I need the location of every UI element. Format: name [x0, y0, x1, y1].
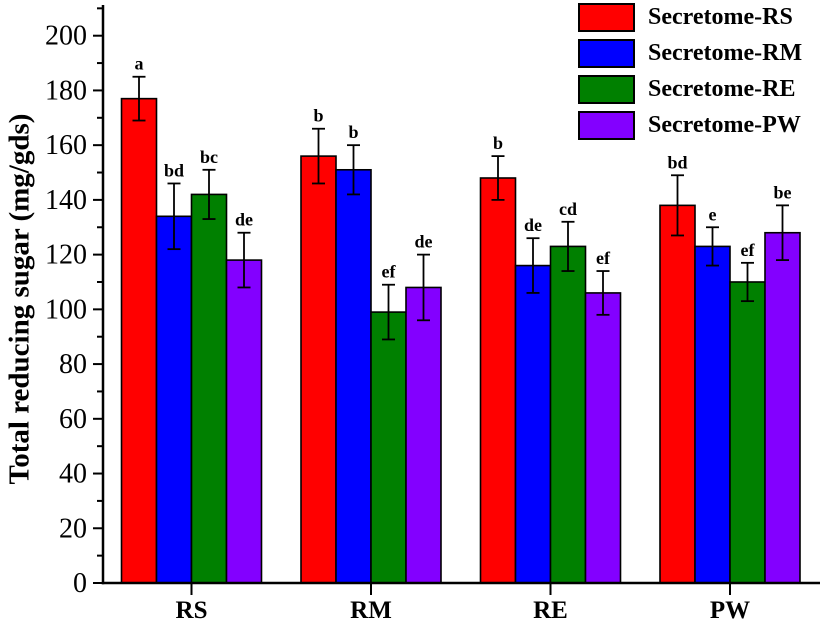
legend: Secretome-RS Secretome-RM Secretome-RE S…	[578, 3, 802, 147]
significance-letter: b	[348, 122, 358, 142]
bar-secretome-re-rm	[370, 311, 407, 584]
significance-letter: ef	[596, 248, 611, 268]
bar-secretome-rs-re	[479, 177, 517, 584]
legend-swatch-red-icon	[578, 3, 635, 32]
legend-label: Secretome-RS	[648, 4, 793, 30]
y-tick-label: 0	[73, 568, 87, 599]
significance-letter: ef	[382, 262, 397, 282]
legend-swatch-purple-icon	[578, 111, 635, 140]
legend-entry-secretome-rm: Secretome-RM	[578, 39, 802, 68]
significance-letter: bd	[667, 152, 687, 172]
bar-secretome-rs-rm	[300, 155, 337, 584]
bar-secretome-rs-rs	[120, 97, 158, 584]
bar-secretome-pw-rs	[225, 259, 263, 584]
y-tick-label: 140	[45, 185, 87, 216]
legend-label: Secretome-RE	[648, 76, 796, 102]
significance-letter: de	[524, 215, 542, 235]
bar-secretome-rm-rm	[335, 168, 372, 584]
significance-letter: b	[493, 133, 503, 153]
y-tick-label: 60	[59, 404, 87, 435]
legend-label: Secretome-PW	[648, 112, 801, 138]
legend-entry-secretome-re: Secretome-RE	[578, 75, 802, 104]
y-tick-label: 120	[45, 240, 87, 271]
significance-letter: bd	[164, 160, 184, 180]
significance-letter: a	[135, 54, 144, 74]
bar-secretome-re-pw	[729, 281, 766, 584]
bar-secretome-rm-re	[514, 264, 552, 584]
x-category-label: RE	[533, 597, 568, 624]
significance-letter: ef	[741, 240, 756, 260]
y-tick-label: 100	[45, 294, 87, 325]
significance-letter: e	[709, 204, 717, 224]
legend-swatch-green-icon	[578, 75, 635, 104]
significance-letter: de	[415, 232, 433, 252]
bar-secretome-re-re	[549, 245, 587, 584]
significance-letter: cd	[559, 199, 577, 219]
y-tick-label: 20	[59, 513, 87, 544]
bar-secretome-rm-pw	[694, 245, 731, 584]
legend-entry-secretome-pw: Secretome-PW	[578, 111, 802, 140]
legend-entry-secretome-rs: Secretome-RS	[578, 3, 802, 32]
x-category-label: RM	[350, 597, 392, 624]
bar-secretome-re-rs	[190, 193, 228, 584]
significance-letter: de	[235, 210, 253, 230]
bar-secretome-pw-re	[584, 292, 622, 584]
x-category-label: PW	[710, 597, 750, 624]
x-category-label: RS	[176, 597, 208, 624]
bar-secretome-rm-rs	[155, 215, 193, 584]
y-tick-label: 160	[45, 130, 87, 161]
y-tick-label: 40	[59, 459, 87, 490]
bar-secretome-pw-pw	[764, 231, 801, 584]
bar-secretome-pw-rm	[405, 286, 442, 584]
legend-label: Secretome-RM	[648, 40, 803, 66]
significance-letter: b	[313, 106, 323, 126]
significance-letter: bc	[200, 147, 218, 167]
y-tick-label: 80	[59, 349, 87, 380]
bar-secretome-rs-pw	[659, 204, 696, 584]
y-tick-label: 180	[45, 75, 87, 106]
significance-letter: be	[774, 182, 792, 202]
legend-swatch-blue-icon	[578, 39, 635, 68]
y-axis-title: Total reducing sugar (mg/gds)	[3, 113, 36, 485]
y-tick-label: 200	[45, 21, 87, 52]
